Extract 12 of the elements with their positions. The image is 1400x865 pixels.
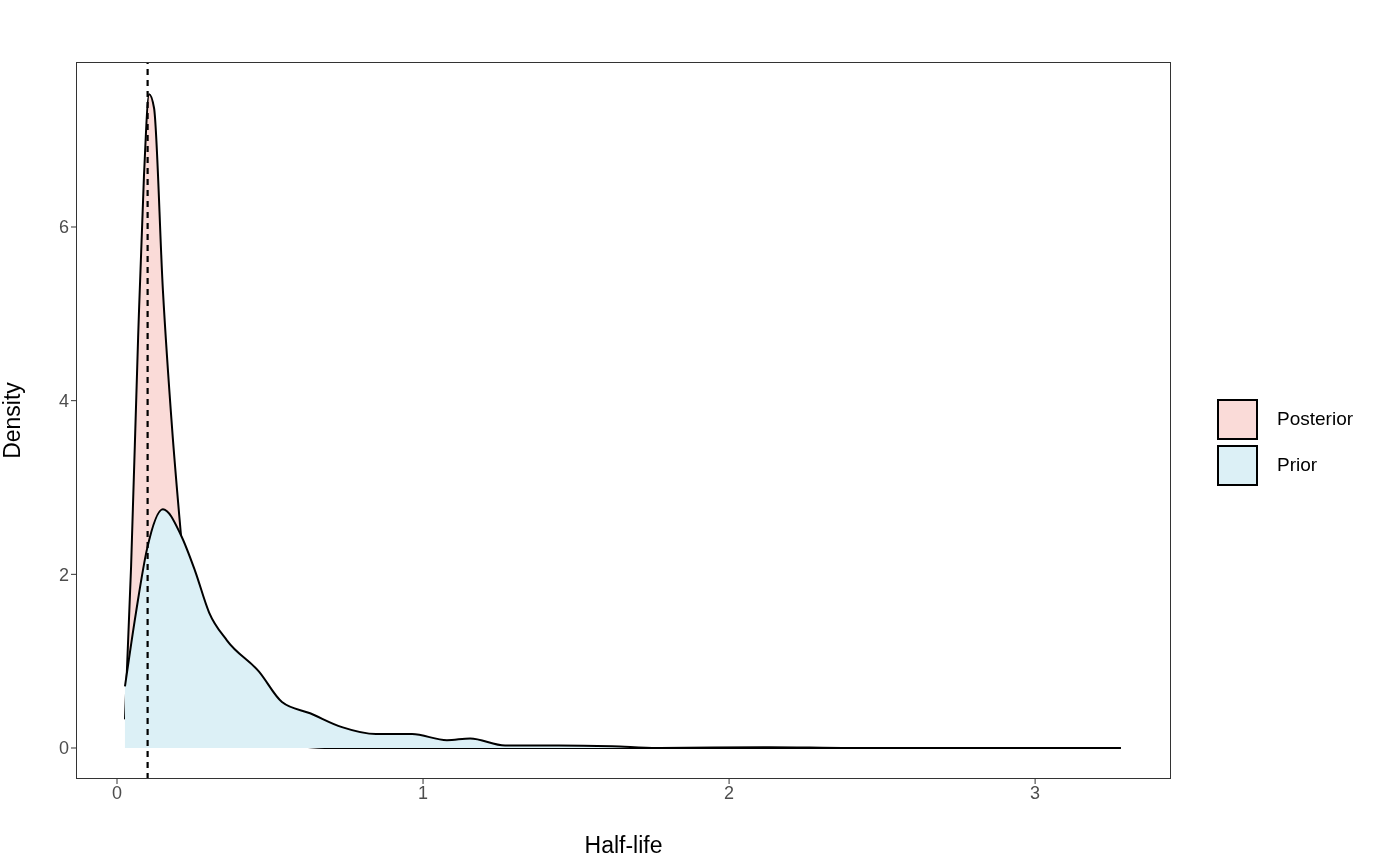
- y-tick-label: 0: [58, 738, 69, 759]
- legend-label: Prior: [1277, 454, 1318, 476]
- y-tick-label: 2: [58, 564, 69, 585]
- x-tick-label: 3: [1030, 782, 1041, 803]
- x-tick-label: 2: [724, 782, 735, 803]
- y-axis-title: Density: [0, 381, 26, 459]
- x-axis-title: Half-life: [584, 832, 663, 858]
- legend-label: Posterior: [1277, 408, 1354, 430]
- x-tick-label: 0: [112, 782, 123, 803]
- x-tick-label: 1: [418, 782, 429, 803]
- y-tick-label: 6: [58, 217, 69, 238]
- y-tick-label: 4: [58, 391, 69, 412]
